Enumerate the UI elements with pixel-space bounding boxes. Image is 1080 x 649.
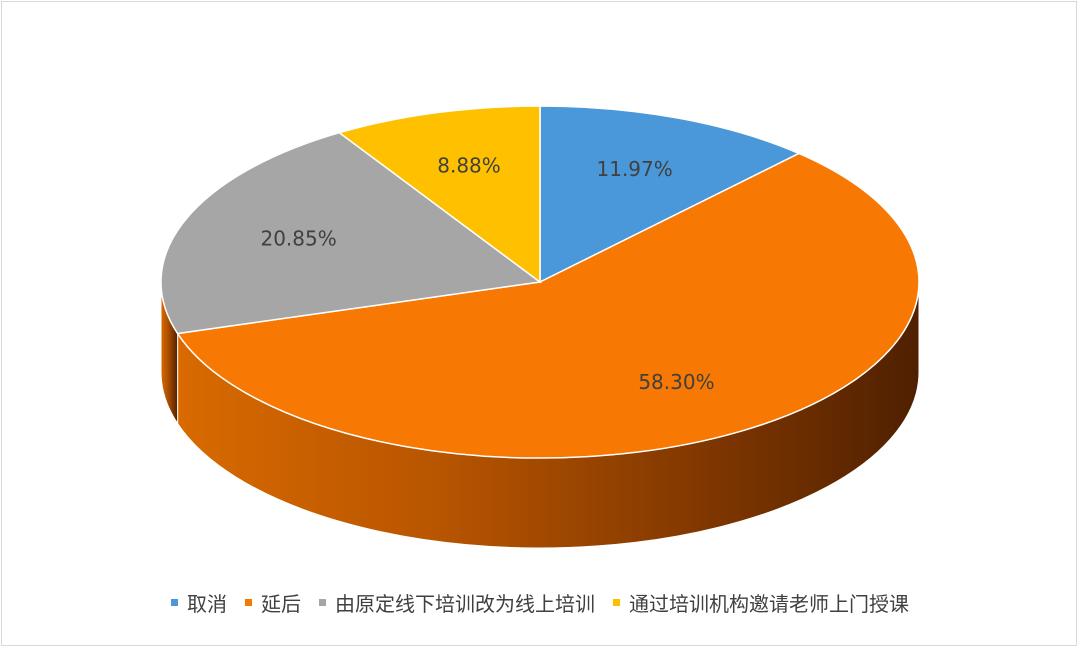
- legend-label: 由原定线下培训改为线上培训: [335, 591, 595, 616]
- slice-online: [160, 131, 542, 335]
- data-label: 58.30%: [638, 370, 714, 394]
- legend-swatch: [319, 598, 326, 606]
- legend: 取消 延后 由原定线下培训改为线上培训 通过培训机构邀请老师上门授课: [0, 582, 1080, 622]
- legend-item-cancel: 取消: [171, 588, 227, 617]
- legend-label: 通过培训机构邀请老师上门授课: [629, 591, 909, 616]
- data-label: 20.85%: [260, 227, 336, 251]
- legend-swatch: [171, 598, 178, 606]
- legend-swatch: [245, 598, 252, 606]
- legend-label: 延后: [261, 591, 301, 616]
- legend-swatch: [613, 598, 620, 606]
- slice-cancel: [539, 105, 801, 284]
- legend-item-online: 由原定线下培训改为线上培训: [319, 588, 595, 617]
- slice-postpone: [176, 152, 920, 459]
- slice-home-teaching: [337, 105, 541, 284]
- legend-item-home-teaching: 通过培训机构邀请老师上门授课: [613, 588, 909, 617]
- data-label: 8.88%: [437, 153, 501, 177]
- data-label: 11.97%: [597, 157, 673, 181]
- legend-label: 取消: [187, 591, 227, 616]
- legend-item-postpone: 延后: [245, 588, 301, 617]
